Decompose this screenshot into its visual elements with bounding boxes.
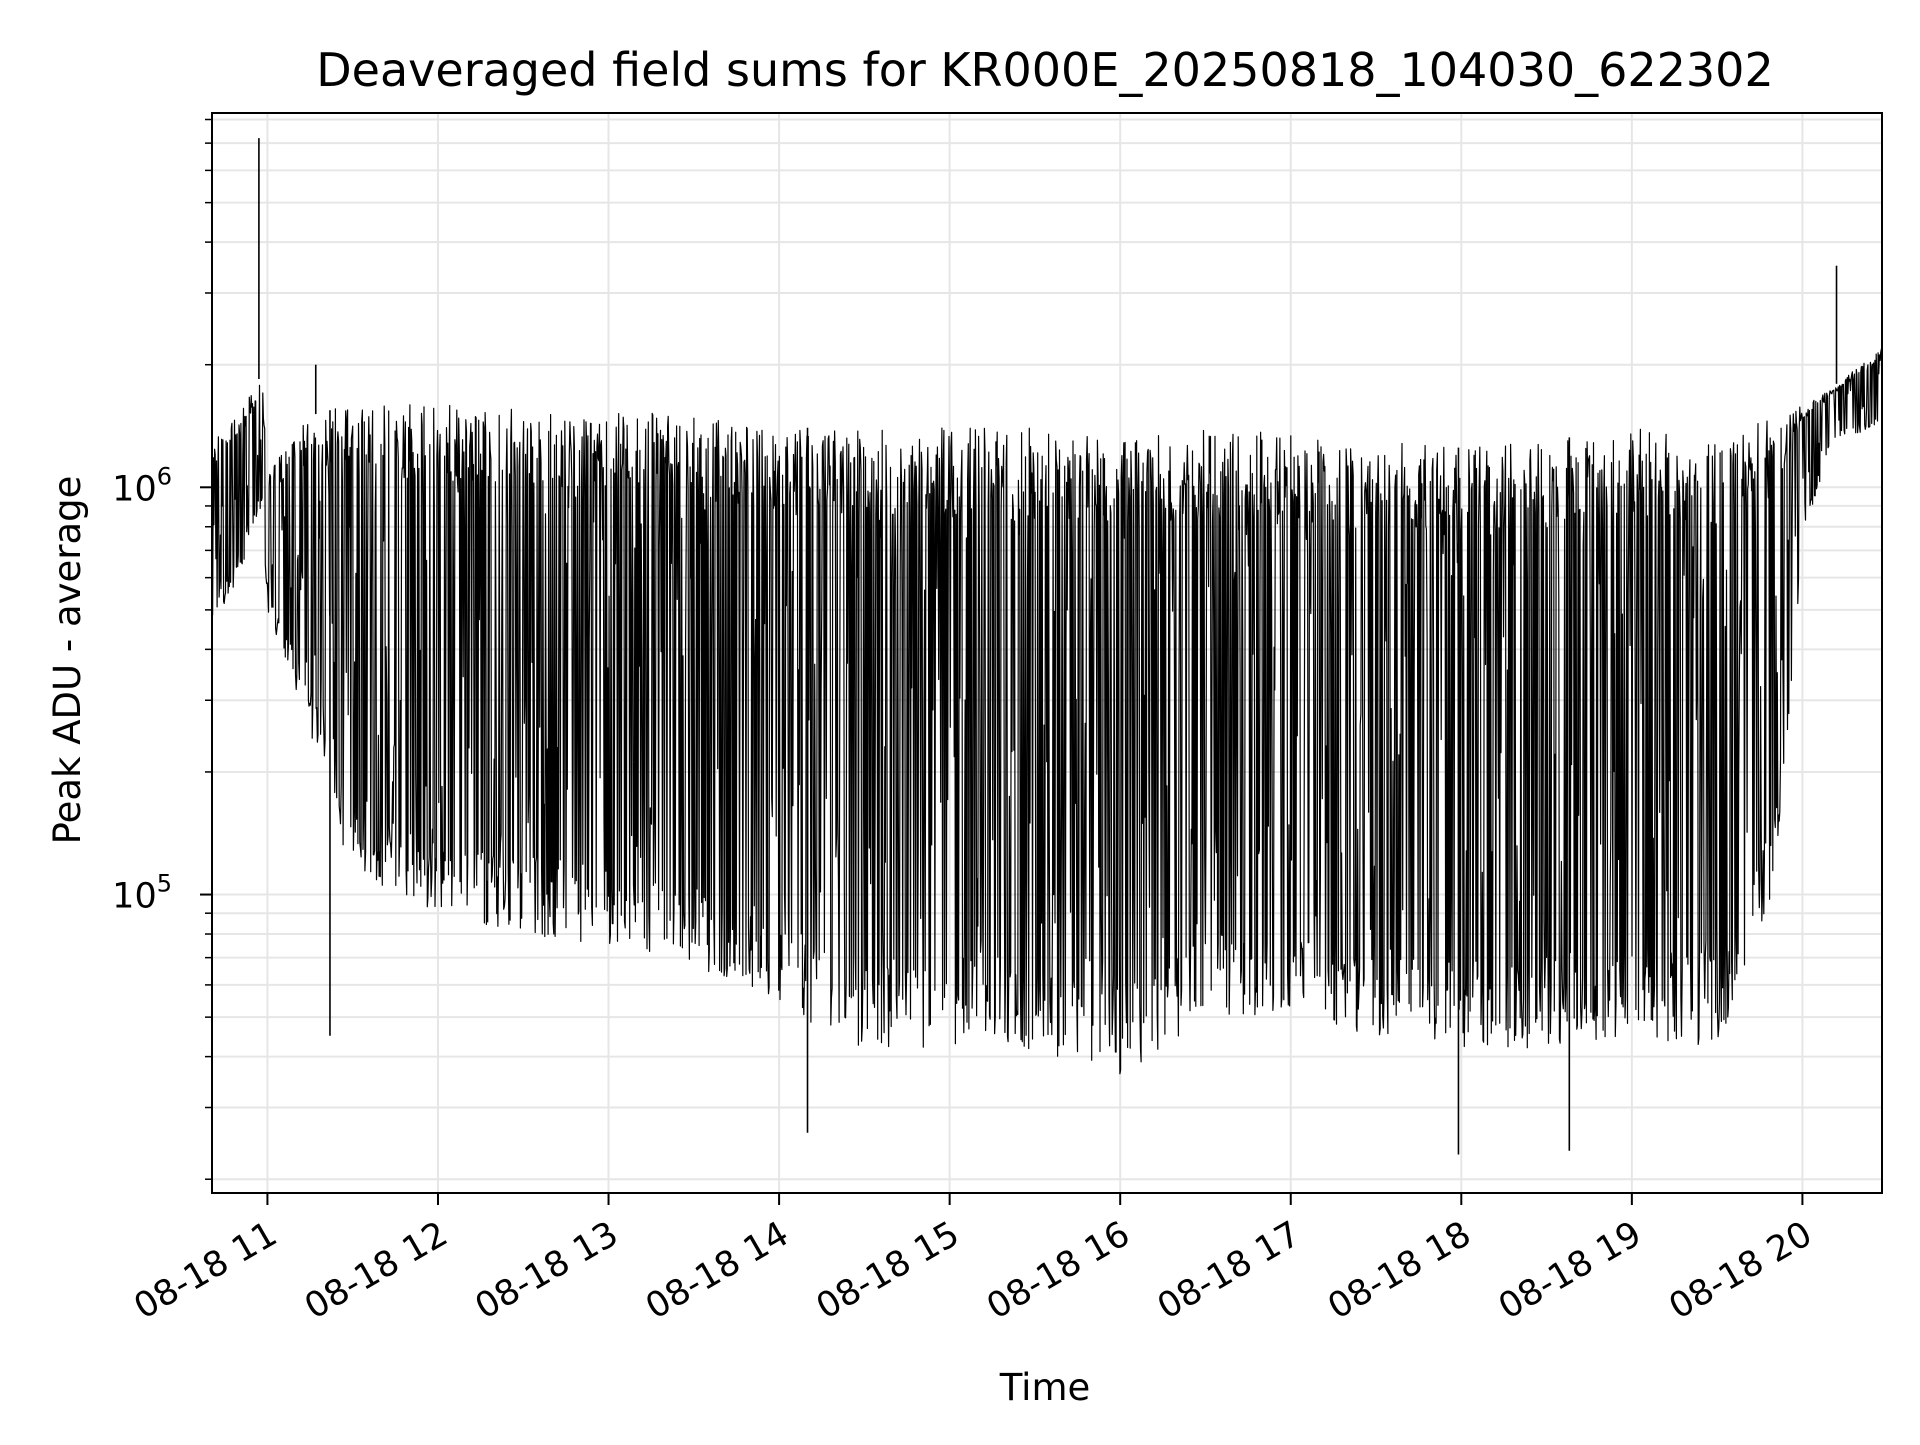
y-tick-label: 106 [112,462,172,509]
plot-frame [211,112,1883,1194]
y-tick-label: 105 [112,870,172,917]
chart-title: Deaveraged field sums for KR000E_2025081… [316,43,1773,97]
x-axis-label: Time [999,1366,1091,1409]
series-path [211,348,1883,1075]
series-line [211,138,1883,1155]
y-axis-label: Peak ADU - average [46,476,89,845]
